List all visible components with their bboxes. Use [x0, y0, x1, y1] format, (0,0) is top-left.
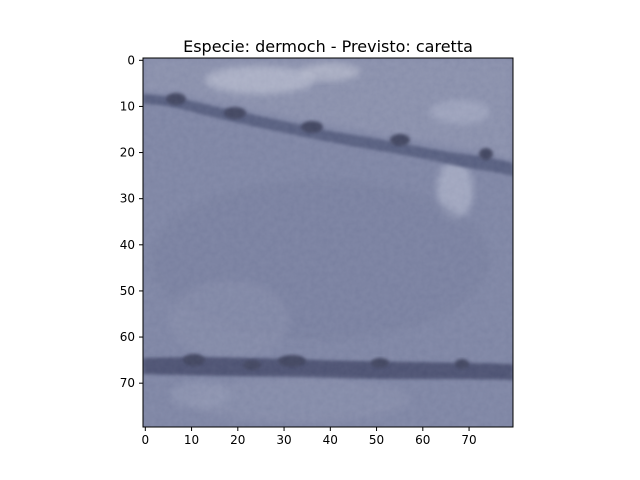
y-tick-label: 60 [120, 330, 135, 344]
x-tick-label: 60 [415, 433, 430, 447]
x-tick-label: 40 [323, 433, 338, 447]
y-tick-label: 50 [120, 284, 135, 298]
y-tick-label: 30 [120, 192, 135, 206]
x-tick-label: 50 [369, 433, 384, 447]
y-axis-ticks: 0 10 20 30 40 50 60 70 [120, 53, 143, 390]
x-tick-label: 10 [184, 433, 199, 447]
chart-title: Especie: dermoch - Previsto: caretta [183, 37, 473, 56]
x-tick-label: 70 [461, 433, 476, 447]
y-tick-label: 70 [120, 376, 135, 390]
x-axis-ticks: 0 10 20 30 40 50 60 70 [141, 427, 477, 447]
axes-frame [142, 57, 514, 428]
y-tick-label: 20 [120, 146, 135, 160]
y-tick-label: 0 [127, 53, 135, 67]
skin-texture-image [143, 58, 513, 427]
x-tick-label: 0 [141, 433, 149, 447]
y-tick-label: 40 [120, 238, 135, 252]
x-tick-label: 20 [230, 433, 245, 447]
x-tick-label: 30 [276, 433, 291, 447]
y-tick-label: 10 [120, 99, 135, 113]
